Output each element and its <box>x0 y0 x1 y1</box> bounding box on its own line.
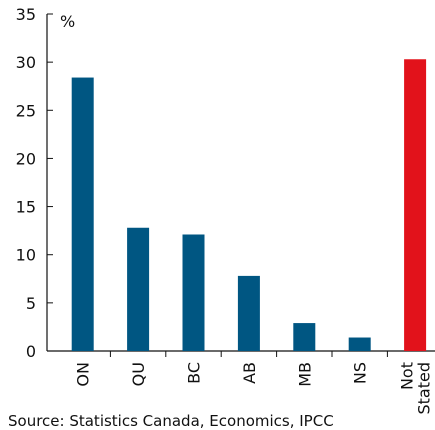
y-tick-label: 15 <box>16 198 36 217</box>
bar-qu <box>127 227 150 351</box>
y-tick-label: 30 <box>16 53 36 72</box>
y-tick-label: 5 <box>26 294 36 313</box>
bar-bc <box>182 234 205 351</box>
y-tick-label: 20 <box>16 149 36 168</box>
x-tick-label: Not <box>398 362 417 390</box>
source-note: Source: Statistics Canada, Economics, IP… <box>8 412 334 430</box>
x-tick-label: NS <box>351 362 370 384</box>
bar-ns <box>348 337 371 351</box>
axes: 0 5 10 15 20 25 30 35% <box>16 5 435 361</box>
y-tick-label: 35 <box>16 5 36 24</box>
y-tick-label: 0 <box>26 342 36 361</box>
y-tick-label: 10 <box>16 246 36 265</box>
y-unit-label: % <box>60 12 75 31</box>
bar-not-stated <box>404 59 427 352</box>
y-tick-label: 25 <box>16 101 36 120</box>
bar-on <box>71 77 94 351</box>
x-tick-label: AB <box>240 362 259 384</box>
x-tick-label: ON <box>74 362 93 387</box>
x-tick-label: MB <box>295 362 314 387</box>
bar-mb <box>293 323 316 351</box>
x-tick-label: BC <box>185 362 204 384</box>
bar-ab <box>237 275 260 351</box>
bars <box>71 59 427 352</box>
x-tick-label: QU <box>129 362 148 386</box>
x-tick-label: Stated <box>415 362 434 415</box>
